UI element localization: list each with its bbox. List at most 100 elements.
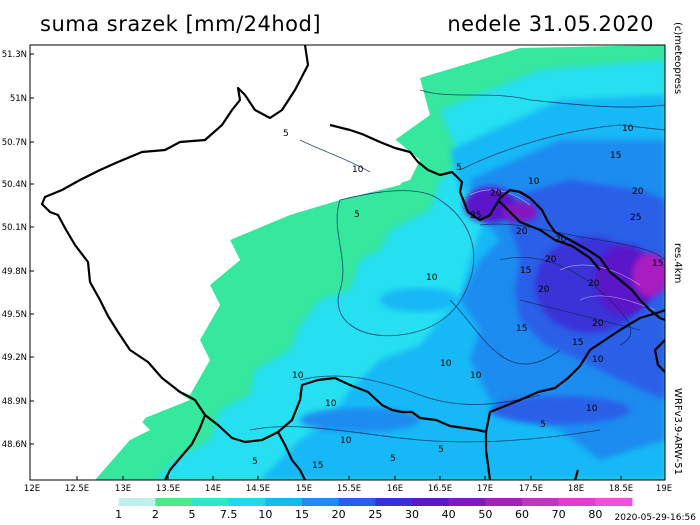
contour-label: 10 [586, 404, 598, 414]
contour-label: 15 [652, 259, 663, 269]
contour-label: 25 [630, 213, 641, 223]
longitude-label: 13E [115, 484, 131, 494]
longitude-label: 14.5E [246, 484, 270, 494]
latitude-label: 49.5N [2, 310, 27, 320]
longitude-label: 13.5E [156, 484, 180, 494]
model-label: WRFv3.9-ARW-51 [672, 388, 683, 475]
longitude-label: 15.5E [337, 484, 361, 494]
contour-label: 20 [545, 255, 557, 265]
contour-label: 10 [622, 124, 634, 134]
country-borders [40, 45, 665, 480]
legend-value: 1 [115, 508, 122, 521]
longitude-label: 18.5E [609, 484, 633, 494]
rain-core-60mm [632, 253, 665, 297]
contour-label: 10 [528, 177, 540, 187]
contour-label: 20 [592, 319, 604, 329]
rain-streak-south-2 [490, 396, 630, 424]
contour-label: 15 [520, 266, 531, 276]
contour-label: 10 [426, 273, 438, 283]
rain-streak-mid [380, 288, 460, 312]
latitude-label: 49.2N [2, 353, 27, 363]
contour-label: 5 [438, 445, 444, 455]
forecast-date: nedele 31.05.2020 [447, 12, 654, 36]
longitude-ticks [76, 476, 622, 480]
longitude-label: 16.5E [428, 484, 452, 494]
legend-value: 7.5 [220, 508, 238, 521]
contour-label: 5 [354, 210, 360, 220]
dry-area-bohemia [60, 125, 420, 395]
legend-swatch [485, 498, 523, 506]
contour-label: 15 [610, 151, 621, 161]
legend-color-bar [82, 498, 633, 506]
contour-label: 15 [572, 338, 583, 348]
legend-value: 15 [295, 508, 309, 521]
contour-label: 5 [540, 420, 546, 430]
contour-label: 5 [283, 129, 289, 139]
contour-label: 20 [490, 189, 502, 199]
legend-value: 70 [552, 508, 566, 521]
contour-label: 5 [456, 163, 462, 173]
legend-value: 5 [189, 508, 196, 521]
longitude-label: 17E [477, 484, 493, 494]
run-timestamp: 2020-05-29-16:56 [614, 513, 697, 523]
legend-swatch [338, 498, 376, 506]
latitude-label: 50.4N [2, 180, 27, 190]
contour-label: 15 [312, 461, 323, 471]
latitude-label: 48.6N [2, 440, 27, 450]
legend-value: 30 [405, 508, 419, 521]
latitude-label: 51N [10, 94, 27, 104]
contour-label: 5 [252, 457, 258, 467]
legend-value: 50 [478, 508, 492, 521]
legend-swatch [82, 498, 120, 506]
legend-swatch [448, 498, 486, 506]
legend-swatch [118, 498, 156, 506]
legend-swatch [155, 498, 193, 506]
legend-value: 20 [332, 508, 346, 521]
contour-label: 10 [340, 436, 352, 446]
latitude-label: 50.7N [2, 138, 27, 148]
map-title: suma srazek [mm/24hod] [40, 12, 322, 36]
legend-value: 40 [442, 508, 456, 521]
longitude-label: 19E [656, 484, 672, 494]
contour-label: 10 [292, 371, 304, 381]
legend-swatch [228, 498, 266, 506]
longitude-label: 15E [296, 484, 312, 494]
contour-label: 10 [440, 359, 452, 369]
legend-value: 2 [152, 508, 159, 521]
legend-value: 25 [368, 508, 382, 521]
legend-value: 10 [258, 508, 272, 521]
contour-label: 20 [588, 279, 600, 289]
longitude-axis: 12E 12.5E 13E 13.5E 14E 14.5E 15E 15.5E … [24, 484, 672, 494]
latitude-label: 51.3N [2, 50, 27, 60]
legend-labels: 1 2 5 7.5 10 15 20 25 30 40 50 60 70 80 [115, 508, 602, 521]
contour-lines [249, 89, 665, 443]
legend-swatch [192, 498, 230, 506]
latitude-label: 49.8N [2, 267, 27, 277]
legend-swatch [558, 498, 596, 506]
longitude-label: 12E [24, 484, 40, 494]
longitude-label: 16E [387, 484, 403, 494]
contour-label: 10 [325, 399, 337, 409]
contour-label: 20 [632, 187, 644, 197]
precipitation-field: 5 10 5 10 15 20 25 20 15 10 5 10 20 20 1… [30, 45, 665, 480]
legend-value: 60 [515, 508, 529, 521]
latitude-axis: 51.3N 51N 50.7N 50.4N 50.1N 49.8N 49.5N … [2, 50, 27, 450]
legend-swatch [412, 498, 450, 506]
longitude-label: 18E [568, 484, 584, 494]
dry-area-north [30, 45, 330, 200]
rain-streak-south-1 [300, 408, 420, 432]
contour-label: 15 [516, 324, 527, 334]
legend-swatch [522, 498, 560, 506]
contour-label: 20 [516, 227, 528, 237]
resolution-label: res.4km [672, 243, 683, 284]
rain-core-north-2 [502, 202, 538, 222]
legend-swatch [265, 498, 303, 506]
contour-label: 10 [470, 371, 482, 381]
contour-label: 20 [555, 235, 567, 245]
longitude-label: 14E [205, 484, 221, 494]
latitude-label: 50.1N [2, 223, 27, 233]
longitude-label: 12.5E [65, 484, 89, 494]
contour-label: 5 [390, 454, 396, 464]
